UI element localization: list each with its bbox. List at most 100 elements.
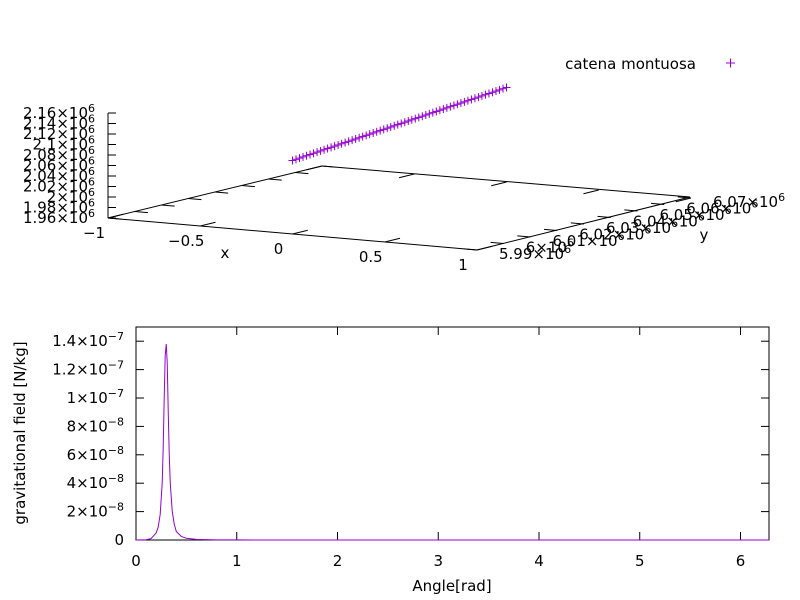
x-axis-back-edge	[321, 165, 691, 198]
y-tick-mark	[624, 209, 638, 212]
scatter-3d-plot: 1.96×1061.98×1062×1062.02×1062.04×1062.0…	[23, 55, 785, 274]
y-tick-mark	[463, 248, 478, 251]
y-tick-mark	[677, 196, 692, 199]
z-axis-ticks: 1.96×1061.98×1062×1062.02×1062.04×1062.0…	[23, 102, 116, 227]
y-tick-label: 8×10−8	[67, 415, 124, 435]
data-point	[435, 106, 444, 115]
x-tick-mark	[384, 237, 401, 243]
y-tick-mark	[517, 235, 531, 238]
data-point	[428, 108, 437, 117]
y-axis-ticks: 0 2×10−8 4×10−8 6×10−8 8×10−8 1×10−7 1.2×10−7 1…	[52, 330, 769, 549]
x-tick-label: 0.5	[359, 248, 383, 266]
data-point	[404, 117, 413, 126]
x-axis-ticks: 0 1 2 3 4 5 6	[131, 327, 745, 570]
data-point	[491, 87, 500, 96]
data-point	[348, 136, 357, 145]
data-point	[449, 101, 458, 110]
z-tick-label: 2.02×106	[23, 176, 95, 196]
data-point	[355, 133, 364, 142]
x-tick-label: −0.5	[168, 232, 204, 250]
data-point	[495, 85, 504, 94]
x-tick-label: 2	[333, 552, 343, 570]
y-tick-mark-mirror	[268, 178, 282, 181]
series-line	[135, 343, 769, 541]
y-tick-mark	[544, 228, 558, 231]
y-tick-mark-mirror	[188, 198, 202, 201]
y-tick-label: 6.07×106	[713, 191, 785, 211]
data-point	[341, 138, 350, 147]
y-tick-label: 0	[114, 531, 124, 549]
line-plot: 0 2×10−8 4×10−8 6×10−8 8×10−8 1×10−7 1.2×10−7 1…	[11, 326, 770, 595]
data-point	[383, 124, 392, 133]
y-tick-label: 6.05×106	[660, 204, 732, 224]
x-tick-mark-mirror	[675, 197, 692, 203]
x-tick-mark-mirror	[306, 165, 323, 171]
data-point	[309, 149, 318, 158]
data-point	[365, 130, 374, 139]
data-point	[498, 84, 507, 93]
z-tick-label: 2.14×106	[23, 113, 95, 133]
data-point	[397, 119, 406, 128]
x-tick-mark-mirror	[491, 181, 507, 187]
data-point	[379, 125, 388, 134]
y-tick-mark-mirror	[295, 172, 309, 175]
data-point	[414, 113, 423, 122]
data-point	[446, 102, 455, 111]
data-point	[474, 93, 483, 102]
data-point	[358, 132, 367, 141]
x-tick-mark	[200, 221, 216, 227]
y-tick-label: 6.06×106	[686, 198, 758, 218]
x-tick-label: 6	[736, 552, 746, 570]
data-point	[351, 134, 360, 143]
data-point	[320, 145, 329, 154]
z-tick-label: 2×106	[47, 186, 95, 206]
y-tick-mark-mirror	[134, 211, 148, 214]
data-point	[299, 152, 308, 161]
data-point	[334, 140, 343, 149]
x-axis-ticks: −1 −0.5 0 0.5 1	[83, 165, 692, 274]
data-point	[463, 96, 472, 105]
data-point	[456, 99, 465, 108]
data-point	[418, 112, 427, 121]
y-tick-mark-mirror	[214, 191, 229, 194]
y-tick-mark	[651, 202, 665, 205]
data-point	[372, 127, 381, 136]
y-tick-label: 2×10−8	[67, 501, 124, 521]
y-tick-label: 6×106	[526, 237, 574, 257]
scatter-points	[288, 83, 511, 165]
x-tick-mark-mirror	[398, 173, 415, 179]
y-tick-mark	[490, 241, 504, 244]
data-point	[425, 109, 434, 118]
data-point	[477, 91, 486, 100]
y-axis-label: y	[700, 226, 709, 244]
data-point	[316, 146, 325, 155]
data-point	[467, 95, 476, 104]
data-point	[432, 107, 441, 116]
data-point	[407, 115, 416, 124]
y-tick-label: 4×10−8	[67, 472, 124, 492]
data-point	[488, 88, 497, 97]
data-point	[344, 137, 353, 146]
data-point	[400, 118, 409, 127]
data-point	[393, 120, 402, 129]
data-point	[481, 90, 490, 99]
z-tick-label: 1.98×106	[23, 197, 95, 217]
data-point	[484, 89, 493, 98]
y-tick-label: 1.4×10−7	[52, 330, 124, 350]
y-tick-mark-mirror	[107, 217, 122, 220]
legend: catena montuosa	[565, 55, 735, 73]
data-point	[411, 114, 420, 123]
data-point	[386, 122, 395, 131]
y-tick-label: 6×10−8	[67, 444, 124, 464]
data-point	[295, 154, 304, 163]
y-tick-label: 5.99×106	[499, 243, 571, 263]
y-tick-label: 6.03×106	[606, 217, 678, 237]
x-tick-label: 4	[534, 552, 544, 570]
x-tick-label: 3	[433, 552, 443, 570]
data-point	[442, 103, 451, 112]
z-tick-label: 2.12×106	[23, 123, 95, 143]
data-point	[302, 151, 311, 160]
y-tick-label: 6.02×106	[579, 224, 651, 244]
data-point	[369, 128, 378, 137]
